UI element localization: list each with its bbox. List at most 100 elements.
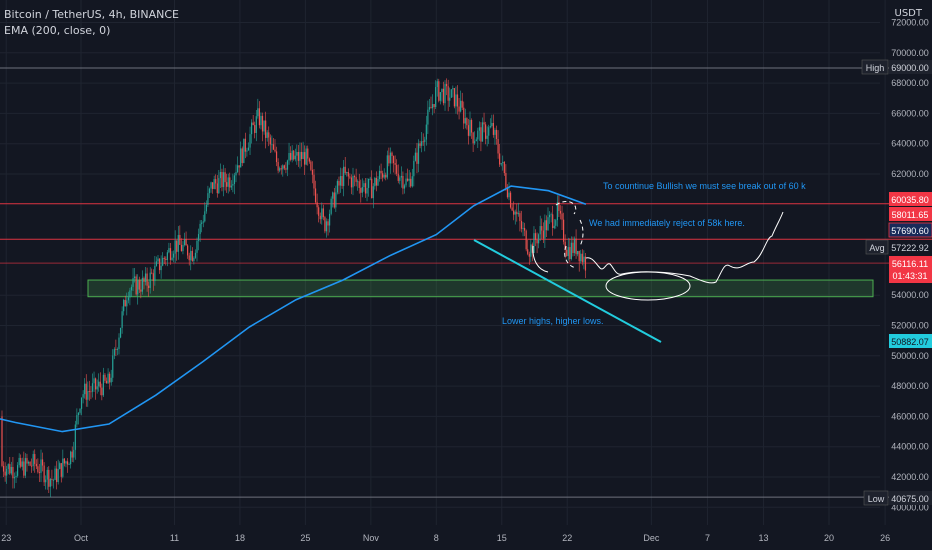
candle-body (408, 178, 410, 181)
candle-body (530, 244, 532, 257)
candle-body (349, 176, 351, 178)
candle-body (564, 241, 566, 250)
candle-body (581, 253, 583, 263)
candle-body (556, 202, 558, 221)
candle-body (205, 204, 207, 212)
candle-body (140, 289, 142, 292)
candle-body (433, 104, 435, 108)
candle-body (18, 457, 20, 466)
x-tick-label: 23 (1, 533, 11, 543)
lower-trendline[interactable] (473, 239, 662, 343)
svg-text:69000.00: 69000.00 (891, 63, 929, 73)
candle-body (79, 408, 81, 413)
candle-body (505, 173, 507, 188)
candle-body (71, 451, 73, 458)
candle-body (210, 182, 212, 189)
candle-body (305, 148, 307, 165)
candle-body (160, 265, 162, 271)
candle-body (9, 464, 11, 474)
price-axis[interactable]: 72000.00 70000.00 68000.00 66000.00 64000.00… (891, 18, 929, 513)
candle-body (93, 378, 95, 384)
candle-body (570, 242, 572, 260)
candle-body (45, 479, 47, 483)
x-tick-label: 18 (235, 533, 245, 543)
candle-body (427, 109, 429, 125)
x-tick-label: 15 (497, 533, 507, 543)
candle-body (573, 238, 576, 253)
candle-body (355, 177, 357, 182)
candle-body (65, 461, 67, 464)
candle-body (235, 172, 237, 176)
candle-body (302, 152, 304, 160)
candle-body (219, 171, 221, 179)
ema-200-line[interactable] (0, 185, 587, 433)
candle-body (455, 94, 457, 107)
candle-body (436, 81, 438, 88)
candle-body (488, 127, 490, 136)
candle-body (1, 416, 3, 466)
candle-body (439, 92, 441, 101)
candle-body (241, 148, 243, 163)
candle-body (528, 253, 530, 257)
svg-text:56116.11: 56116.11 (892, 259, 928, 269)
candle-body (458, 106, 460, 112)
candle-body (485, 124, 487, 139)
candle-body (143, 277, 145, 282)
candle-body (40, 459, 42, 473)
candle-body (357, 181, 359, 183)
candle-body (538, 234, 540, 244)
candle-body (350, 177, 353, 188)
candle-body (15, 475, 17, 478)
time-axis[interactable]: 23 Oct 11 18 25 Nov 8 15 22 Dec 7 13 20 26 (1, 533, 890, 543)
candle-body (363, 183, 365, 188)
candle-body (113, 349, 115, 356)
x-tick-label: 8 (434, 533, 439, 543)
candle-body (260, 115, 262, 126)
candle-body (180, 244, 182, 252)
candle-body (34, 454, 36, 464)
y-tick-label: 40000.00 (891, 502, 929, 512)
candle-body (460, 100, 462, 112)
svg-text:40675.00: 40675.00 (891, 494, 929, 504)
candle-body (227, 177, 229, 187)
candle-body (336, 181, 338, 193)
candle-body (119, 327, 122, 338)
candle-body (265, 120, 267, 138)
candle-body (483, 122, 485, 125)
candle-body (341, 176, 343, 186)
candle-body (430, 107, 432, 109)
candle-body (124, 299, 126, 307)
candle-body (344, 166, 346, 173)
annotation-bullish: To countinue Bullish we must see break o… (603, 181, 806, 191)
candle-body (524, 227, 526, 231)
candle-body (329, 213, 331, 226)
candle-body (470, 120, 473, 133)
arc-left (532, 245, 549, 273)
candle-body (194, 252, 197, 258)
candle-body (149, 272, 151, 288)
candle-body (240, 148, 242, 168)
candle-body (2, 465, 5, 472)
candle-body (520, 220, 523, 229)
candle-body (330, 198, 332, 214)
candle-body (17, 465, 19, 476)
indicator-label[interactable]: EMA (200, close, 0) (4, 24, 111, 37)
candle-body (26, 458, 28, 464)
symbol-title[interactable]: Bitcoin / TetherUS, 4h, BINANCE (4, 8, 180, 21)
candle-body (368, 178, 370, 188)
candle-body (332, 192, 334, 199)
resist-tag: 60035.80 (889, 192, 932, 206)
candle-body (446, 84, 448, 87)
x-tick-label: Nov (363, 533, 380, 543)
candle-body (204, 211, 206, 222)
support-zone[interactable] (87, 279, 874, 298)
candle-body (258, 108, 260, 126)
candle-body (542, 230, 544, 239)
candle-body (495, 129, 498, 139)
candle-body (166, 252, 168, 260)
candle-body (174, 240, 176, 254)
candle-body (21, 461, 23, 467)
candle-body (24, 458, 26, 476)
candle-body (319, 215, 321, 220)
